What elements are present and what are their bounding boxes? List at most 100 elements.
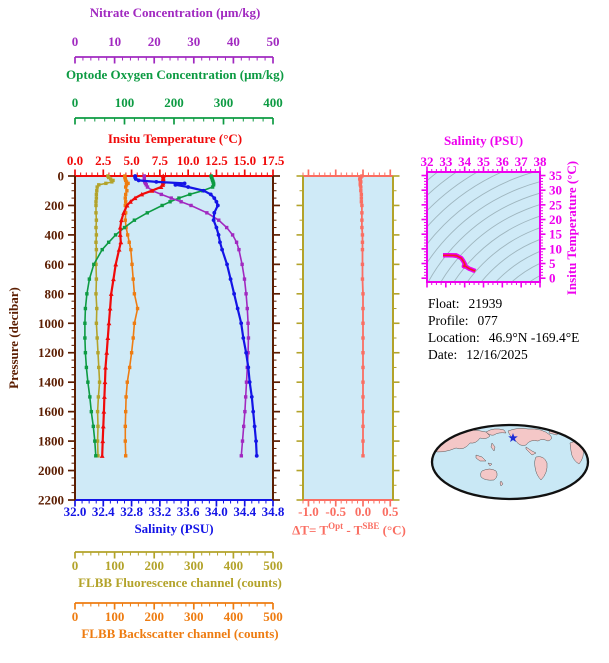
delta-t-sup-sbe: SBE <box>362 521 380 531</box>
data-marker <box>360 218 364 222</box>
data-marker <box>113 261 119 267</box>
delta-t-sup-opt: Opt <box>328 521 344 531</box>
data-marker <box>169 196 173 200</box>
data-marker <box>243 395 248 399</box>
data-marker <box>95 409 100 414</box>
data-marker <box>83 321 87 325</box>
data-marker <box>186 185 191 189</box>
ts-y-tick-label: 25 <box>549 197 563 212</box>
data-marker <box>94 218 99 222</box>
data-marker <box>123 454 128 458</box>
data-marker <box>130 262 134 267</box>
data-marker <box>205 211 209 215</box>
data-marker <box>123 196 127 200</box>
profile-salinity <box>133 174 259 458</box>
data-marker <box>361 306 365 311</box>
data-marker <box>211 183 216 187</box>
ts-x-tick-label: 35 <box>477 154 491 169</box>
tick-label: 33.6 <box>177 504 200 519</box>
ts-y-tick-label: 35 <box>549 168 563 183</box>
data-marker <box>168 200 172 204</box>
location-value: 46.9°N -169.4°E <box>488 330 580 345</box>
data-marker <box>225 262 229 267</box>
data-marker <box>94 321 99 325</box>
data-marker <box>103 364 108 370</box>
tick-label: 32.4 <box>92 504 115 519</box>
float-location-star-icon <box>508 433 518 442</box>
map-outline <box>430 423 590 501</box>
location-info-row: Location: 46.9°N -169.4°E <box>428 329 579 346</box>
tick-label: 7.5 <box>152 153 169 168</box>
ts-diagram-title: Salinity (PSU) <box>443 133 524 148</box>
map-land <box>507 428 552 446</box>
tick-label: 400 <box>224 558 244 573</box>
float-label: Float: <box>428 296 460 311</box>
data-marker <box>96 351 100 355</box>
ts-panel-background <box>427 172 540 282</box>
data-marker <box>133 177 138 181</box>
data-marker <box>111 276 116 282</box>
tick-label: -0.5 <box>325 504 346 519</box>
data-marker <box>124 202 130 208</box>
data-marker <box>123 185 128 189</box>
data-marker <box>132 321 137 325</box>
data-marker <box>359 185 363 189</box>
pressure-tick-label: 2200 <box>38 493 64 508</box>
data-marker <box>139 191 145 197</box>
data-marker <box>240 439 245 443</box>
data-marker <box>359 189 363 193</box>
map-land <box>534 456 548 481</box>
map-land <box>525 446 537 456</box>
date-info-row: Date: 12/16/2025 <box>428 346 579 363</box>
data-marker <box>94 225 98 230</box>
tick-label: 10 <box>108 34 121 49</box>
data-marker <box>127 365 132 370</box>
profile-fluorescence <box>94 174 115 458</box>
data-marker <box>94 240 98 244</box>
tick-label: 300 <box>184 558 204 573</box>
data-marker <box>136 178 141 183</box>
data-marker <box>360 262 365 267</box>
delta-t-title-part: (°C) <box>379 522 406 538</box>
ts-x-tick-label: 34 <box>458 154 472 169</box>
data-marker <box>94 262 98 267</box>
data-marker <box>361 439 365 443</box>
tick-label: 500 <box>263 609 283 624</box>
data-marker <box>360 240 365 244</box>
pressure-tick-label: 2000 <box>38 463 64 478</box>
data-marker <box>97 365 101 370</box>
tick-label: 30 <box>187 34 200 49</box>
data-marker <box>360 211 364 215</box>
tick-label: 20 <box>148 34 161 49</box>
data-marker <box>210 185 215 189</box>
data-marker <box>361 321 365 325</box>
data-marker <box>359 200 364 204</box>
data-marker <box>244 350 249 355</box>
tick-label: 10.0 <box>177 153 200 168</box>
data-marker <box>97 380 102 384</box>
tick-label: 32.8 <box>120 504 143 519</box>
data-marker <box>100 438 106 444</box>
data-marker <box>128 199 133 204</box>
map-land <box>480 468 498 481</box>
data-marker <box>361 336 365 340</box>
data-marker <box>360 277 365 281</box>
tick-label: 33.2 <box>148 504 171 519</box>
data-marker <box>145 211 149 215</box>
oxygen-axis-title: Optode Oxygen Concentration (μm/kg) <box>66 67 284 82</box>
data-marker <box>242 277 247 281</box>
data-marker <box>179 200 183 204</box>
data-marker <box>123 424 127 429</box>
data-marker <box>100 247 104 252</box>
map-land <box>574 432 587 442</box>
data-marker <box>94 454 98 458</box>
data-marker <box>246 351 250 355</box>
tick-label: 40 <box>227 34 240 49</box>
tick-label: -1.0 <box>298 504 319 519</box>
data-marker <box>83 306 88 311</box>
data-marker <box>124 183 129 187</box>
tick-label: 300 <box>214 95 234 110</box>
float-info-row: Float: 21939 <box>428 295 579 312</box>
data-marker <box>92 262 96 267</box>
